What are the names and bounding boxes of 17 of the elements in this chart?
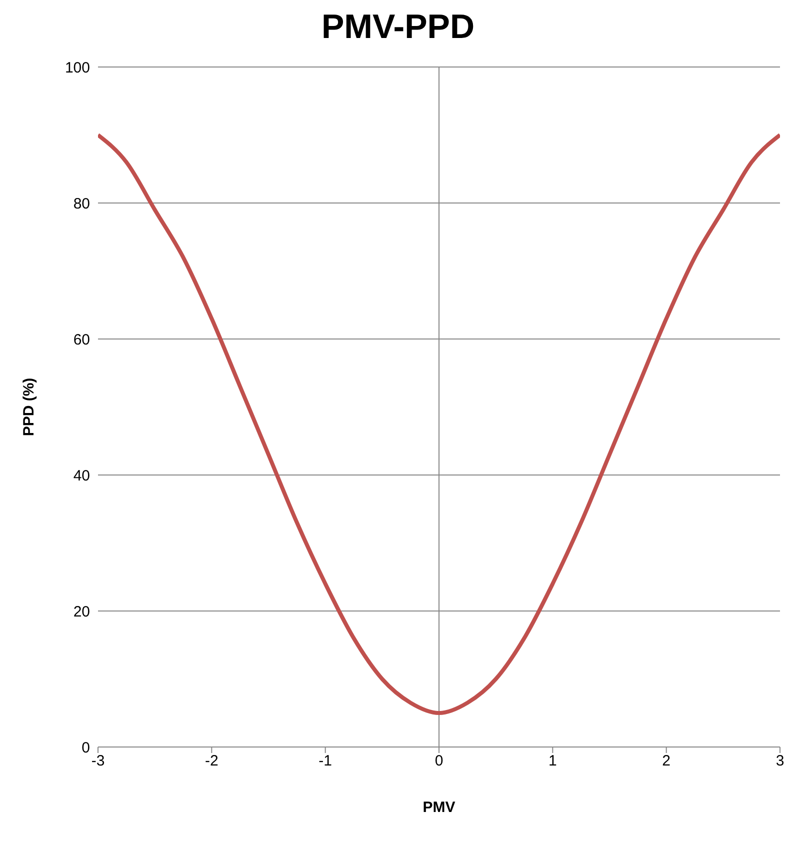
y-tick-label: 60 [73, 331, 90, 348]
y-tick-label: 40 [73, 467, 90, 484]
y-tick-label: 100 [64, 59, 90, 76]
y-axis-title: PPD (%) [20, 378, 38, 436]
x-tick-label: -2 [204, 752, 218, 770]
x-tick-label: -3 [91, 752, 105, 770]
x-tick-label: 1 [548, 752, 557, 770]
x-tick-label: 3 [776, 752, 784, 770]
y-tick-label: 80 [73, 195, 90, 212]
x-tick-label: 0 [434, 752, 444, 770]
x-tick-label: -1 [318, 752, 332, 770]
chart-title: PMV-PPD [320, 8, 476, 47]
y-tick-label: 20 [73, 603, 90, 620]
y-tick-label: 0 [82, 739, 90, 756]
x-axis-title: PMV [422, 799, 456, 816]
line-series [98, 133, 780, 715]
x-tick-label: 2 [662, 752, 671, 770]
